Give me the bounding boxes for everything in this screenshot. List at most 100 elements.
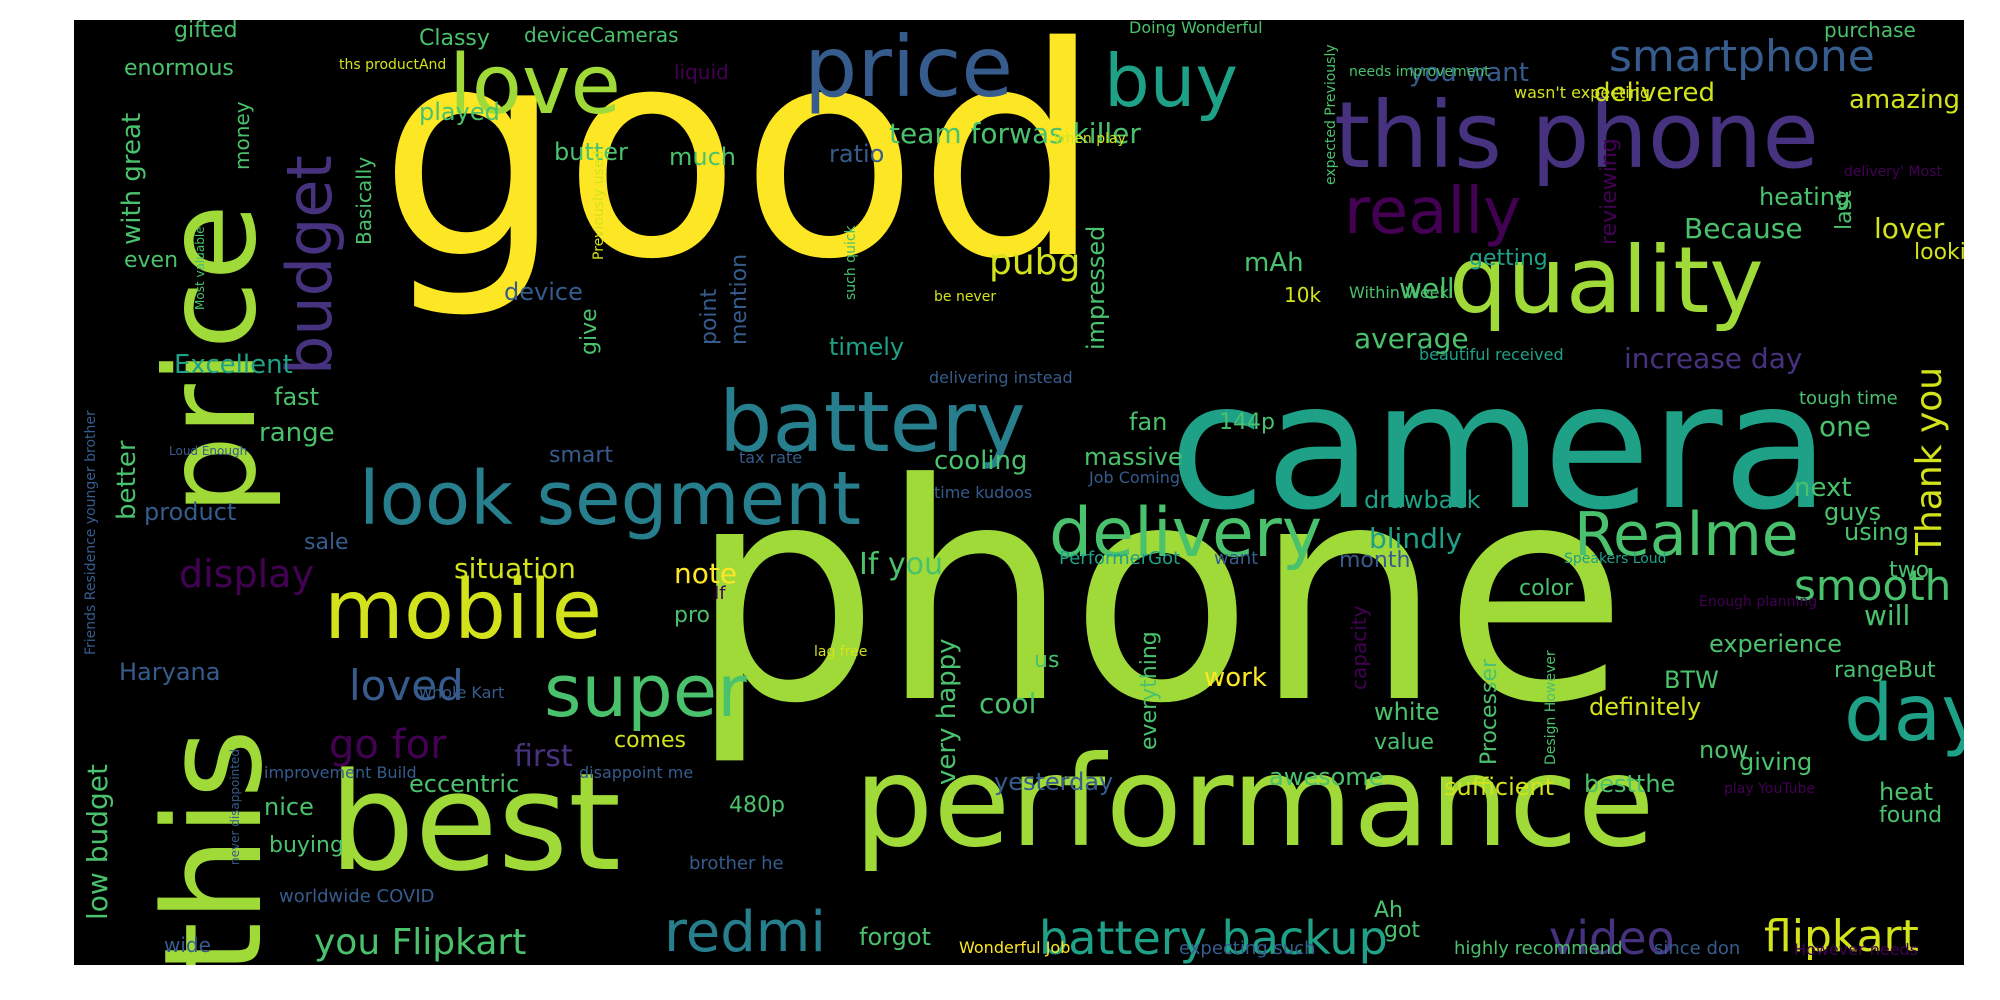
- word-buying: buying: [269, 833, 344, 858]
- word-thank-you-vertical: Thank you: [1909, 366, 1950, 555]
- word-realme: Realme: [1574, 500, 1799, 570]
- word-smart: smart: [549, 443, 614, 468]
- word-camera: camera: [1169, 346, 1830, 549]
- word-budget-vertical: budget: [273, 155, 346, 375]
- word-price: price: [804, 20, 1014, 116]
- word-impressed-vertical: impressed: [1082, 225, 1110, 350]
- word-classy: Classy: [419, 26, 490, 51]
- word-now: now: [1699, 736, 1749, 764]
- word-such-quick-vertical: such quick: [843, 225, 859, 300]
- word-friends-residence-vertical: Friends Residence younger brother: [83, 410, 99, 655]
- word-fast: fast: [274, 383, 320, 411]
- word-value: value: [1374, 730, 1435, 755]
- word-144p: 144p: [1219, 410, 1275, 435]
- word-previously-used-vertical: Previously used: [591, 150, 607, 260]
- word-needs-improvement: needs improvement: [1349, 64, 1490, 80]
- word-time-kudoos: time kudoos: [934, 483, 1033, 502]
- word-day: day: [1844, 669, 1964, 759]
- word-pro: pro: [674, 603, 710, 628]
- word-480p: 480p: [729, 793, 785, 818]
- word-go-for: go for: [329, 722, 447, 768]
- word-average: average: [1354, 322, 1469, 355]
- word-expected-previously-vertical: expected Previously: [1323, 44, 1339, 185]
- word-getting: getting: [1469, 246, 1548, 271]
- word-wasnt-expecting: wasn't expecting: [1514, 83, 1650, 102]
- word-white: white: [1374, 698, 1440, 726]
- word-increase-day: increase day: [1624, 342, 1803, 375]
- word-look-segment: look segment: [359, 456, 862, 542]
- word-ah: Ah: [1374, 898, 1403, 923]
- word-worldwide-covid: worldwide COVID: [279, 886, 435, 907]
- word-doing-wonderful: Doing Wonderful: [1129, 20, 1263, 37]
- word-color: color: [1519, 576, 1574, 601]
- word-processer-vertical: Processer: [1477, 658, 1502, 765]
- word-performergot: PerformerGot: [1059, 548, 1181, 569]
- word-mah: mAh: [1244, 248, 1304, 278]
- word-delivered: delivered: [1594, 78, 1715, 108]
- word-performance: performance: [854, 730, 1655, 875]
- word-cloud: good phone camera performance best this …: [74, 20, 1964, 965]
- word-comes: comes: [614, 728, 686, 753]
- word-smartphone: smartphone: [1609, 31, 1875, 82]
- word-quality: quality: [1449, 227, 1764, 334]
- word-experience: experience: [1709, 630, 1843, 658]
- word-next: next: [1794, 473, 1852, 503]
- word-this-vertical: this: [135, 728, 292, 965]
- word-will: will: [1864, 599, 1911, 632]
- word-guys: guys: [1824, 498, 1882, 526]
- word-giving: giving: [1739, 748, 1813, 776]
- word-very-happy-vertical: very happy: [932, 638, 962, 785]
- word-drawback: drawback: [1364, 486, 1481, 514]
- word-because: Because: [1684, 212, 1803, 245]
- word-nice: nice: [264, 793, 314, 821]
- word-team-forwas-killer: team forwas killer: [889, 117, 1141, 150]
- word-sufficient: sufficient: [1444, 773, 1555, 801]
- word-be-never: be never: [934, 289, 997, 305]
- word-range: range: [259, 418, 335, 448]
- word-yesterday: yesterday: [994, 768, 1114, 796]
- word-display: display: [179, 552, 314, 596]
- word-situation: situation: [454, 552, 576, 585]
- word-definitely: definitely: [1589, 693, 1702, 721]
- word-using: using: [1844, 518, 1909, 546]
- word-everything-vertical: everything: [1137, 631, 1162, 750]
- word-pubg: pubg: [989, 242, 1081, 283]
- word-loud-enough: Loud Enough: [169, 444, 248, 458]
- word-expecting-such: expecting such: [1179, 938, 1316, 959]
- word-improvement-build: improvement Build: [264, 763, 417, 782]
- word-gifted: gifted: [174, 20, 238, 43]
- word-rangebut: rangeBut: [1834, 658, 1936, 683]
- word-last-vertical: last: [1832, 190, 1857, 230]
- word-super: super: [544, 649, 747, 733]
- word-lover: lover: [1874, 212, 1945, 245]
- word-delivery: delivery: [1049, 494, 1323, 573]
- word-delivery-most: delivery' Most: [1844, 164, 1942, 180]
- word-give-vertical: give: [577, 308, 602, 355]
- word-redmi: redmi: [664, 900, 826, 965]
- word-bestthe: bestthe: [1584, 770, 1676, 798]
- word-play-youtube: play YouTube: [1724, 781, 1816, 797]
- word-mobile: mobile: [324, 563, 603, 658]
- word-month: month: [1339, 548, 1411, 573]
- word-product: product: [144, 498, 237, 526]
- word-reviewing-vertical: reviewing: [1597, 138, 1622, 245]
- word-eccentric: eccentric: [409, 770, 520, 798]
- word-sale: sale: [304, 530, 349, 555]
- word-within-week: Within Week: [1349, 283, 1449, 302]
- word-10k: 10k: [1284, 283, 1322, 307]
- word-butter: butter: [554, 138, 628, 166]
- word-amazing: amazing: [1849, 85, 1961, 115]
- word-capacity-vertical: capacity: [1347, 605, 1371, 690]
- word-haryana: Haryana: [119, 658, 221, 686]
- word-smooth: smooth: [1794, 561, 1952, 610]
- word-blindly: blindly: [1369, 522, 1463, 555]
- word-since-don: since don: [1654, 938, 1741, 959]
- word-ratio: ratio: [829, 140, 885, 168]
- word-btw: BTW: [1664, 666, 1719, 694]
- word-first: first: [514, 739, 573, 774]
- word-you-flipkart: you Flipkart: [314, 922, 527, 963]
- word-never-disappointed-vertical: never disappointed: [228, 749, 242, 865]
- word-excellent: Excellent: [174, 350, 293, 380]
- word-most-valuable-vertical: Most valuable: [193, 226, 207, 310]
- word-point-vertical: point: [697, 288, 722, 345]
